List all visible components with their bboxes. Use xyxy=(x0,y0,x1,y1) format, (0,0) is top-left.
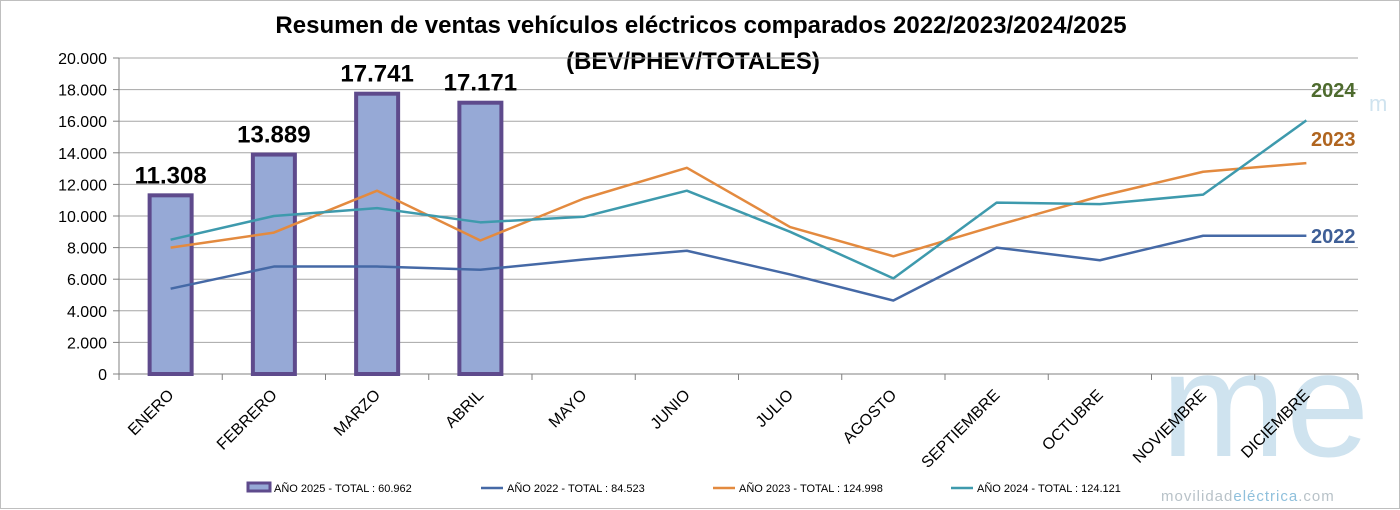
bar-2025 xyxy=(250,152,297,376)
end-label-2022: 2022 xyxy=(1311,226,1356,248)
bar-value-label: 17.741 xyxy=(340,61,413,88)
end-label-2023: 2023 xyxy=(1311,129,1356,151)
line-2024 xyxy=(170,119,1308,280)
end-label-2024: 2024 xyxy=(1311,80,1356,102)
y-tick-label: 12.000 xyxy=(58,177,107,194)
chart-title: Resumen de ventas vehículos eléctricos c… xyxy=(275,12,1126,39)
bars-2025 xyxy=(147,91,504,376)
legend-entry: AÑO 2025 - TOTAL : 60.962 xyxy=(274,482,412,495)
x-tick-label: MARZO xyxy=(331,387,384,440)
line-2022 xyxy=(170,234,1307,302)
y-tick-label: 0 xyxy=(98,367,107,384)
x-tick-label: ENERO xyxy=(125,387,177,439)
bar-value-labels: 11.308 13.889 17.741 17.171 xyxy=(135,61,518,190)
bar-value-label: 11.308 xyxy=(135,162,207,189)
bar-value-label: 13.889 xyxy=(237,122,310,149)
chart-subtitle: (BEV/PHEV/TOTALES) xyxy=(566,48,820,75)
y-tick-label: 6.000 xyxy=(67,272,107,289)
bar-value-label: 17.171 xyxy=(444,70,517,97)
watermark-mark: me xyxy=(1161,320,1369,488)
y-tick-label: 16.000 xyxy=(58,114,107,131)
x-tick-label: JULIO xyxy=(753,387,797,431)
y-tick-label: 10.000 xyxy=(58,209,107,226)
y-tick-label: 14.000 xyxy=(58,146,107,163)
watermark-logo: me movilidadeléctrica.com m xyxy=(1161,91,1387,505)
y-tick-label: 2.000 xyxy=(67,335,107,352)
x-tick-label: OCTUBRE xyxy=(1039,387,1106,454)
x-tick-label: SEPTIEMBRE xyxy=(919,387,1004,472)
x-tick-label: ABRIL xyxy=(442,387,487,432)
line-2023 xyxy=(170,161,1307,258)
y-tick-label: 18.000 xyxy=(58,83,107,100)
x-tick-label: JUNIO xyxy=(648,387,694,433)
legend: AÑO 2025 - TOTAL : 60.962 AÑO 2022 - TOTA… xyxy=(246,481,1121,495)
watermark-site: movilidadeléctrica.com xyxy=(1161,488,1335,505)
grid xyxy=(119,57,1358,343)
bar-2025 xyxy=(354,91,401,376)
series-end-labels: 2022 2023 2024 xyxy=(1311,80,1356,248)
legend-entry: AÑO 2022 - TOTAL : 84.523 xyxy=(507,482,645,495)
x-tick-label: MAYO xyxy=(546,387,591,432)
legend-swatch-2025 xyxy=(246,481,272,493)
watermark-accent: eléctrica xyxy=(1233,488,1298,505)
y-tick-label: 8.000 xyxy=(67,241,107,258)
watermark-suffix: .com xyxy=(1298,488,1335,505)
bar-2025 xyxy=(457,100,504,376)
x-tick-label: AGOSTO xyxy=(840,387,900,447)
legend-entry: AÑO 2024 - TOTAL : 124.121 xyxy=(977,482,1121,495)
x-tick-label: FEBRERO xyxy=(214,387,281,454)
line-series xyxy=(170,119,1308,302)
watermark-corner-fragment: m xyxy=(1369,91,1387,116)
y-tick-label: 4.000 xyxy=(67,304,107,321)
legend-entry: AÑO 2023 - TOTAL : 124.998 xyxy=(739,482,883,495)
watermark-prefix: movilidad xyxy=(1161,488,1233,505)
y-axis: 0 2.000 4.000 6.000 8.000 10.000 12.000 14.000 1… xyxy=(58,51,120,384)
y-tick-label: 20.000 xyxy=(58,51,107,68)
